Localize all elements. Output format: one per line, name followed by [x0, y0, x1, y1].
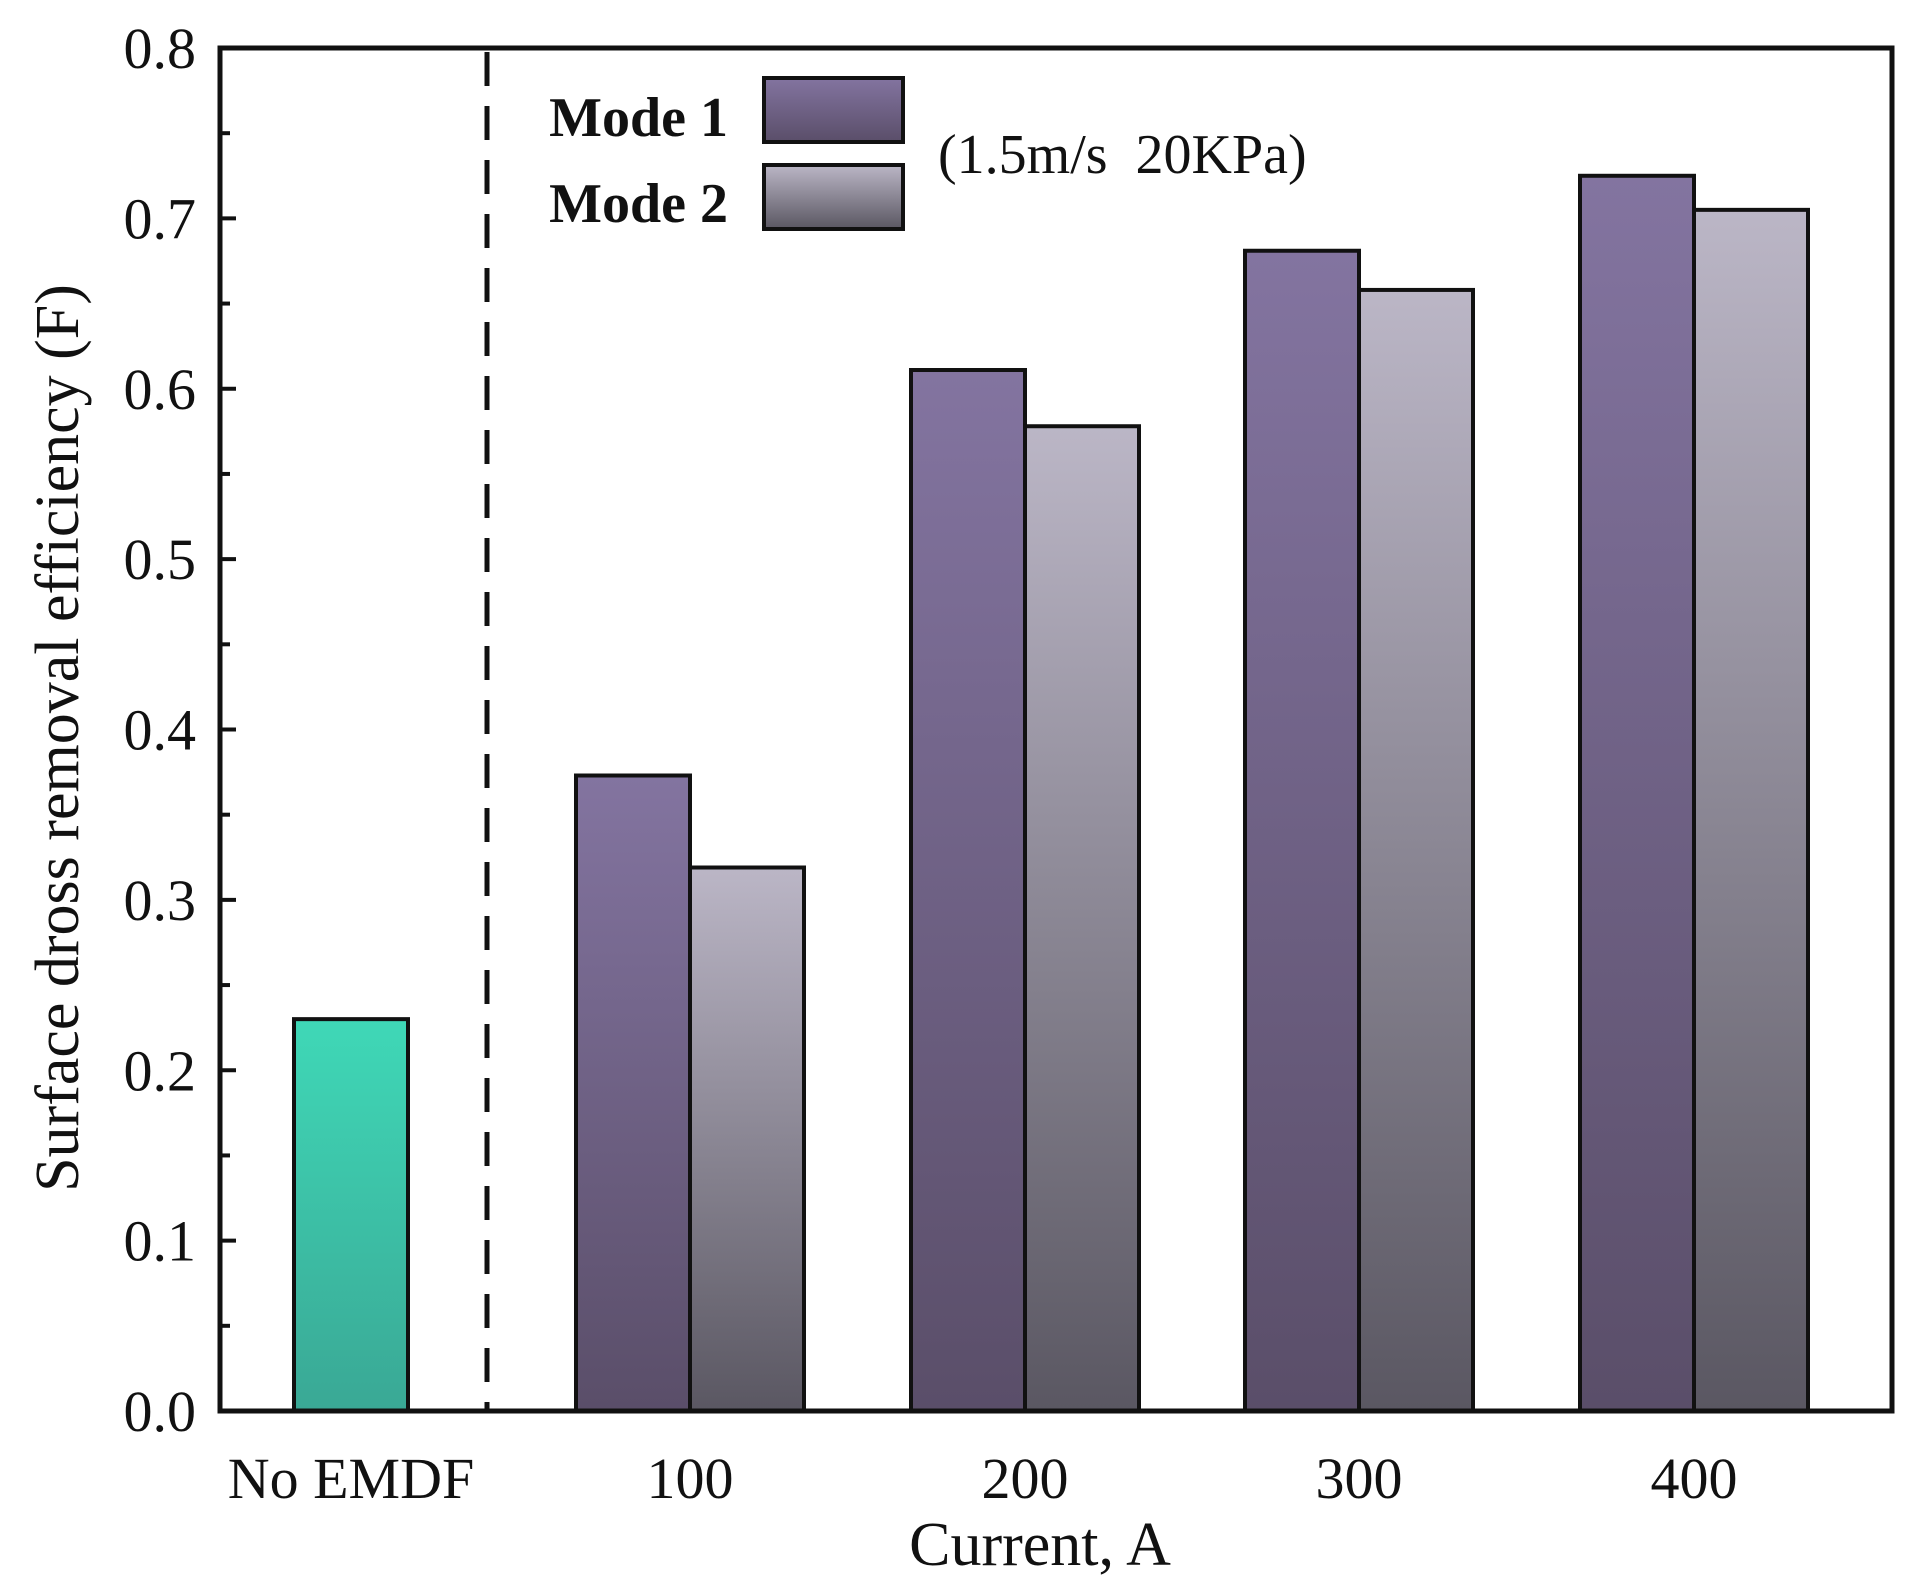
bars-layer	[292, 173, 1810, 1414]
legend-label-mode-2: Mode 2	[549, 173, 728, 235]
legend-label-mode-1: Mode 1	[549, 87, 728, 149]
y-tick-label: 0.8	[124, 16, 197, 81]
y-tick-label: 0.6	[124, 357, 197, 422]
y-tick-label: 0.2	[124, 1038, 197, 1103]
y-tick-label: 0.5	[124, 527, 197, 592]
bar-mode-2-400	[1692, 207, 1810, 1414]
bar-no-emdf	[292, 1017, 410, 1413]
x-tick-label: 300	[1316, 1446, 1403, 1511]
legend: Mode 1 Mode 2 (1.5m/s 20KPa)	[549, 76, 1307, 235]
bar-mode-2-100	[688, 865, 806, 1413]
x-tick-label: 400	[1651, 1446, 1738, 1511]
bar-mode-1-100	[574, 773, 692, 1413]
y-axis-title: Surface dross removal efficiency (F)	[24, 284, 92, 1192]
bar-mode-2-200	[1023, 424, 1141, 1414]
y-tick-label: 0.1	[124, 1209, 197, 1274]
y-tick-label: 0.3	[124, 868, 197, 933]
condition-annotation: (1.5m/s 20KPa)	[938, 124, 1307, 186]
x-tick-label: 200	[982, 1446, 1069, 1511]
y-tick-label: 0.4	[124, 698, 197, 763]
y-tick-label: 0.0	[124, 1379, 197, 1444]
x-axis-title: Current, A	[909, 1511, 1171, 1579]
bar-mode-1-300	[1243, 248, 1361, 1414]
x-tick-label: 100	[647, 1446, 734, 1511]
y-tick-label: 0.7	[124, 186, 197, 251]
x-tick-label: No EMDF	[228, 1446, 475, 1511]
legend-swatch-mode-2	[762, 163, 905, 231]
x-axis: No EMDF 100 200 300 400	[228, 1446, 1738, 1511]
legend-swatch-mode-1	[762, 76, 905, 144]
bar-mode-2-300	[1357, 287, 1475, 1413]
bar-mode-1-400	[1578, 173, 1696, 1413]
bar-mode-1-200	[909, 368, 1027, 1413]
y-axis: 0.0 0.1 0.2 0.3 0.4 0.5 0.6 0.7 0.8	[124, 16, 236, 1444]
